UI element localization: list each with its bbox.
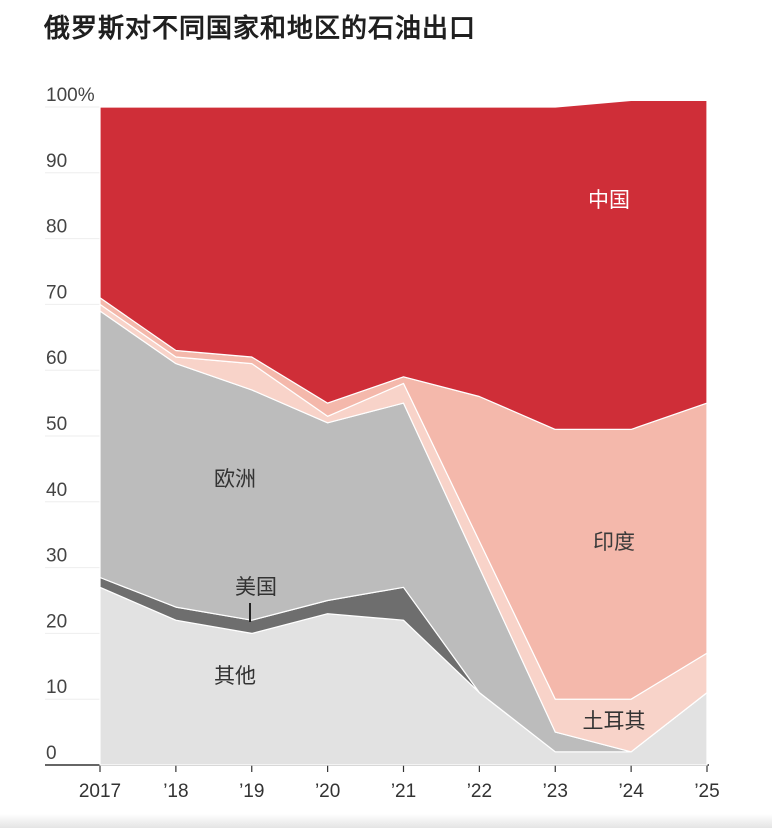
x-tick-label: ’22 — [467, 781, 492, 802]
area-china — [99, 99, 708, 430]
series-label-other: 其他 — [214, 664, 256, 688]
x-tick-label: ’23 — [543, 781, 568, 802]
x-tick-label: ’20 — [315, 781, 340, 802]
y-tick-label: 70 — [46, 282, 67, 303]
bottom-fade — [0, 814, 772, 828]
series-areas — [99, 99, 708, 766]
y-tick-label: 40 — [46, 480, 67, 501]
x-tick-label: 2017 — [79, 781, 121, 802]
y-tick-label: 30 — [46, 546, 67, 567]
series-label-china: 中国 — [588, 188, 630, 212]
y-tick-label: 10 — [46, 677, 67, 698]
series-label-usa: 美国 — [235, 575, 277, 599]
x-tick-label: ’19 — [239, 781, 264, 802]
x-tick-label: ’18 — [163, 781, 188, 802]
x-tick-label: ’25 — [694, 781, 719, 802]
y-tick-label: 50 — [46, 414, 67, 435]
y-tick-label: 0 — [46, 743, 57, 764]
y-axis-tick-labels: 0 10 20 30 40 50 60 70 80 90 100% — [46, 85, 95, 764]
y-tick-label: 20 — [46, 611, 67, 632]
x-axis-tick-labels: 2017 ’18 ’19 ’20 ’21 ’22 ’23 ’24 ’25 — [79, 781, 720, 802]
x-tick-label: ’21 — [391, 781, 416, 802]
y-tick-label: 100% — [46, 85, 95, 106]
chart-title: 俄罗斯对不同国家和地区的石油出口 — [44, 14, 477, 44]
series-label-turkey: 土耳其 — [583, 709, 646, 733]
x-tick-label: ’24 — [618, 781, 644, 802]
series-label-india: 印度 — [593, 530, 635, 554]
y-tick-label: 60 — [46, 348, 67, 369]
y-tick-label: 90 — [46, 151, 67, 172]
series-label-europe: 欧洲 — [214, 467, 256, 491]
y-tick-label: 80 — [46, 217, 67, 238]
